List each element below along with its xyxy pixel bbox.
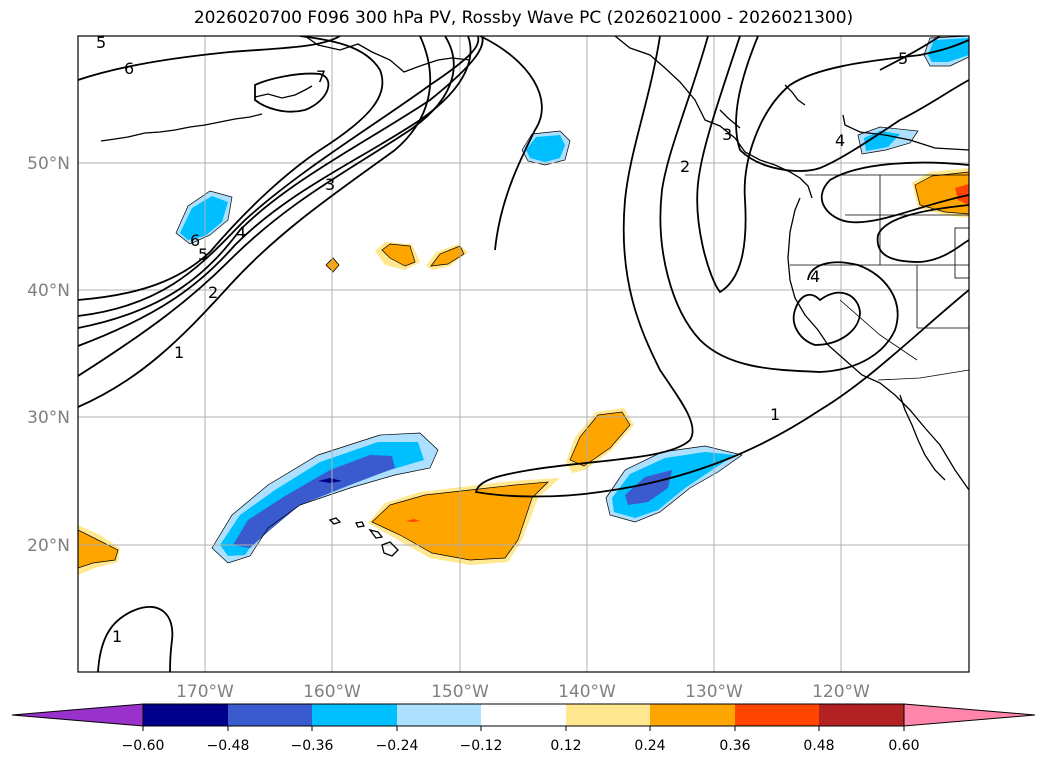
colorbar-segment xyxy=(566,704,651,726)
colorbar-tick-label: 0.24 xyxy=(634,738,665,754)
lon-label: 160°W xyxy=(303,682,361,702)
lon-label: 140°W xyxy=(558,682,616,702)
contour-label: 5 xyxy=(898,49,908,68)
contour-label: 3 xyxy=(722,125,732,144)
positive-anomaly-shading xyxy=(78,168,969,575)
contour-label: 2 xyxy=(208,283,218,302)
lon-label: 120°W xyxy=(812,682,870,702)
map-title: 2026020700 F096 300 hPa PV, Rossby Wave … xyxy=(193,8,854,28)
lon-label: 130°W xyxy=(685,682,743,702)
contour-label: 5 xyxy=(198,245,208,264)
contour-label: 4 xyxy=(236,223,246,242)
contour-label: 1 xyxy=(770,405,780,424)
colorbar-extend-min xyxy=(11,703,144,727)
lat-label: 20°N xyxy=(27,536,70,556)
colorbar-segment xyxy=(650,704,735,726)
contour-label: 5 xyxy=(96,33,106,52)
colorbar: −0.60 −0.48 −0.36 −0.24 −0.12 0.12 0.24 … xyxy=(11,703,1036,754)
colorbar-tick-label: −0.12 xyxy=(460,738,503,754)
contour-label: 6 xyxy=(124,59,134,78)
lat-label: 50°N xyxy=(27,154,70,174)
colorbar-tick-label: −0.60 xyxy=(122,738,165,754)
colorbar-segment xyxy=(481,704,566,726)
contour-label: 4 xyxy=(810,267,820,286)
lon-label: 170°W xyxy=(176,682,234,702)
colorbar-tick-label: 0.60 xyxy=(888,738,919,754)
lon-label: 150°W xyxy=(431,682,489,702)
colorbar-segment xyxy=(228,704,313,726)
colorbar-segment xyxy=(312,704,397,726)
colorbar-tick-label: −0.36 xyxy=(291,738,334,754)
contour-label: 4 xyxy=(835,131,845,150)
map-area: 5 6 7 3 4 5 6 2 1 2 3 4 4 5 1 1 xyxy=(78,33,969,672)
colorbar-tick-label: −0.48 xyxy=(207,738,250,754)
colorbar-tick-label: 0.36 xyxy=(719,738,750,754)
colorbar-tick-label: 0.12 xyxy=(550,738,581,754)
colorbar-segment xyxy=(819,704,904,726)
colorbar-tick-label: −0.24 xyxy=(376,738,419,754)
contour-label: 1 xyxy=(112,627,122,646)
coastlines xyxy=(100,36,969,557)
contour-label: 3 xyxy=(325,175,335,194)
contour-label: 2 xyxy=(680,157,690,176)
pv-contours xyxy=(78,36,969,672)
lat-label: 40°N xyxy=(27,281,70,301)
longitude-labels: 170°W 160°W 150°W 140°W 130°W 120°W xyxy=(176,682,870,702)
colorbar-frame xyxy=(142,703,905,727)
contour-label: 1 xyxy=(174,343,184,362)
map-frame xyxy=(77,35,970,673)
colorbar-tick-label: 0.48 xyxy=(803,738,834,754)
colorbar-segment xyxy=(735,704,820,726)
colorbar-segment xyxy=(143,704,228,726)
colorbar-extend-max xyxy=(903,703,1036,727)
lat-label: 30°N xyxy=(27,408,70,428)
contour-label: 7 xyxy=(316,67,326,86)
negative-anomaly-shading xyxy=(176,36,969,563)
contour-label: 6 xyxy=(190,231,200,250)
latitude-labels: 50°N 40°N 30°N 20°N xyxy=(27,154,70,556)
contour-labels: 5 6 7 3 4 5 6 2 1 2 3 4 4 5 1 1 xyxy=(96,33,908,646)
colorbar-segment xyxy=(397,704,482,726)
anomaly-outlines xyxy=(78,36,969,569)
